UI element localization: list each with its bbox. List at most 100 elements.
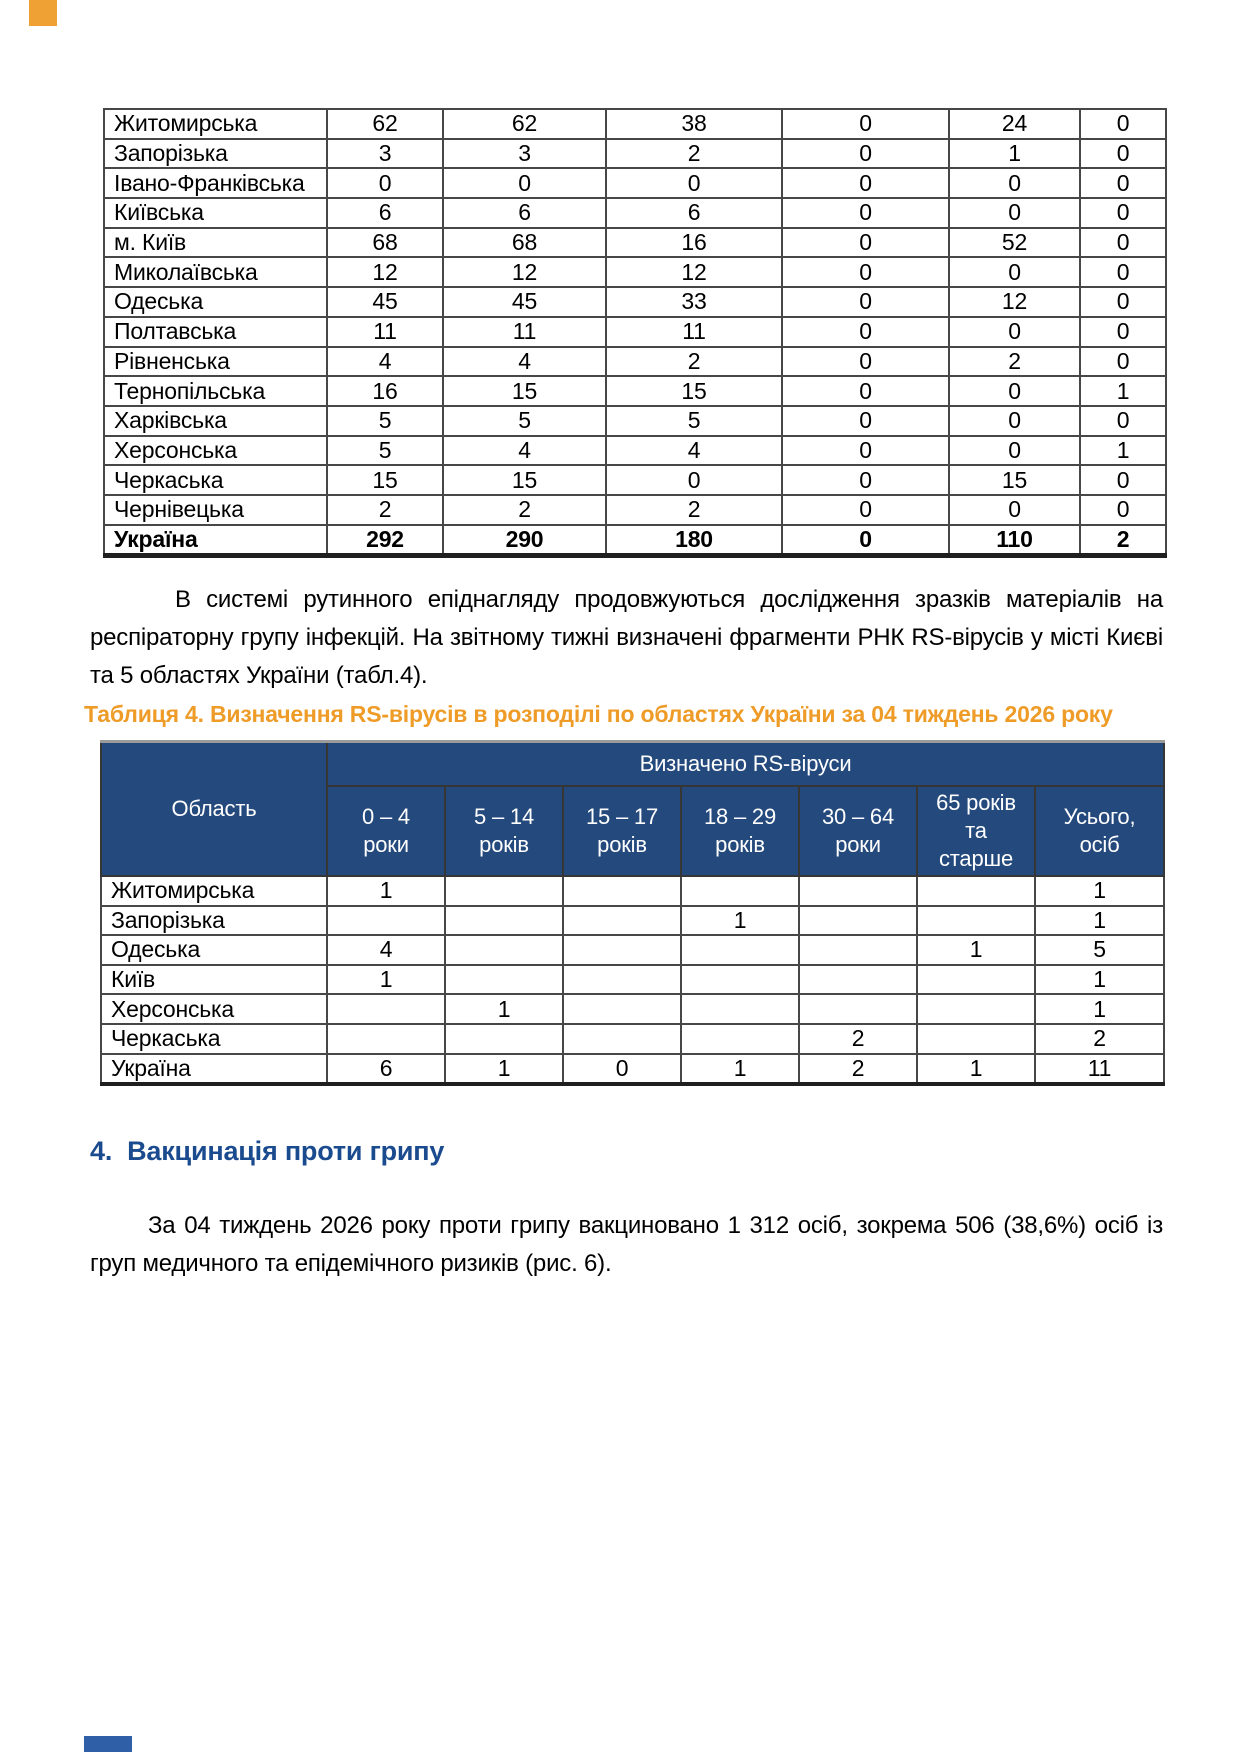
value-cell: 0 (605, 167, 783, 200)
table-row: Одеська 4 1 5 (100, 934, 1166, 966)
value-cell: 2 (326, 493, 444, 526)
value-cell: 11 (442, 315, 607, 348)
table4-age-group-header: 18 – 29 років (680, 785, 800, 877)
value-cell (562, 904, 682, 937)
value-cell: 0 (1079, 493, 1167, 526)
value-cell: 0 (326, 167, 444, 200)
value-cell: 3 (442, 137, 607, 170)
value-cell: 0 (781, 167, 950, 200)
value-cell: 110 (948, 523, 1081, 559)
table-row: Полтавська 11 11 11 0 0 0 (103, 315, 1167, 348)
value-cell: 1 (444, 993, 564, 1025)
value-cell: 45 (442, 286, 607, 318)
region-cell: Одеська (100, 934, 328, 966)
value-cell (798, 875, 918, 907)
region-cell: Тернопільська (103, 375, 328, 407)
value-cell: 0 (948, 197, 1081, 229)
table-row: Рівненська 4 4 2 0 2 0 (103, 345, 1167, 378)
value-cell: 0 (1079, 464, 1167, 496)
value-cell (680, 1022, 800, 1055)
value-cell: 1 (444, 1052, 564, 1087)
value-cell: 6 (326, 1052, 446, 1087)
value-cell: 15 (442, 464, 607, 496)
value-cell: 0 (781, 523, 950, 559)
value-cell: 0 (948, 434, 1081, 467)
table-row: Україна 292 290 180 0 110 2 (103, 523, 1167, 559)
table4-title: Таблиця 4. Визначення RS-вірусів в розпо… (84, 701, 1113, 727)
region-cell: Рівненська (103, 345, 328, 378)
value-cell: 0 (781, 375, 950, 407)
value-cell: 2 (798, 1022, 918, 1055)
value-cell (916, 993, 1036, 1025)
table4-header-group: Визначено RS-віруси (325, 740, 1166, 787)
value-cell: 45 (326, 286, 444, 318)
value-cell: 0 (1079, 315, 1167, 348)
value-cell (444, 963, 564, 996)
value-cell: 0 (781, 137, 950, 170)
table-row: Івано-Франківська 0 0 0 0 0 0 (103, 167, 1167, 200)
value-cell (916, 875, 1036, 907)
value-cell: 0 (948, 315, 1081, 348)
region-cell: м. Київ (103, 226, 328, 259)
region-cell: Полтавська (103, 315, 328, 348)
rs-virus-by-age-table: Область Визначено RS-віруси 0 – 4 роки 5 … (100, 740, 1166, 1087)
table4-body: Житомирська 1 1 Запорізька 1 1 Одеська 4 1 5 Київ 1… (100, 875, 1166, 1087)
region-cell: Одеська (103, 286, 328, 318)
value-cell: 16 (326, 375, 444, 407)
table-row: Херсонська 1 1 (100, 993, 1166, 1025)
value-cell: 2 (605, 493, 783, 526)
region-cell: Запорізька (103, 137, 328, 170)
value-cell: 5 (326, 404, 444, 437)
value-cell (680, 963, 800, 996)
value-cell: 0 (781, 404, 950, 437)
value-cell: 2 (605, 345, 783, 378)
table4-header: Область Визначено RS-віруси 0 – 4 роки 5 … (100, 740, 1166, 877)
value-cell: 38 (605, 108, 783, 140)
value-cell: 1 (1033, 875, 1166, 907)
value-cell: 15 (948, 464, 1081, 496)
region-cell: Херсонська (100, 993, 328, 1025)
region-cell: Запорізька (100, 904, 328, 937)
value-cell: 4 (326, 934, 446, 966)
table4-age-group-header: 65 років та старше (916, 785, 1036, 877)
value-cell: 0 (1079, 345, 1167, 378)
value-cell: 0 (1079, 226, 1167, 259)
value-cell: 1 (1079, 434, 1167, 467)
table4-age-group-header: 0 – 4 роки (326, 785, 446, 877)
value-cell: 3 (326, 137, 444, 170)
table-row: Черкаська 2 2 (100, 1022, 1166, 1055)
table-row: Запорізька 3 3 2 0 1 0 (103, 137, 1167, 170)
region-cell: Чернівецька (103, 493, 328, 526)
value-cell: 52 (948, 226, 1081, 259)
section-title: Вакцинація проти грипу (127, 1136, 445, 1166)
value-cell: 4 (442, 345, 607, 378)
value-cell: 62 (442, 108, 607, 140)
value-cell: 290 (442, 523, 607, 559)
value-cell: 0 (948, 167, 1081, 200)
value-cell: 15 (605, 375, 783, 407)
value-cell: 2 (798, 1052, 918, 1087)
value-cell: 1 (1033, 904, 1166, 937)
value-cell (444, 875, 564, 907)
regions-respiratory-samples-table: Житомирська 62 62 38 0 24 0 Запорізька 3 3 2 0 1 0 Іва… (103, 108, 1167, 559)
value-cell: 0 (781, 345, 950, 378)
region-cell: Черкаська (103, 464, 328, 496)
value-cell: 0 (1079, 256, 1167, 289)
table-row: Житомирська 1 1 (100, 875, 1166, 907)
value-cell: 5 (326, 434, 444, 467)
value-cell: 6 (442, 197, 607, 229)
value-cell: 68 (326, 226, 444, 259)
value-cell (680, 875, 800, 907)
bottom-left-annotation-mark (84, 1736, 132, 1752)
value-cell: 15 (326, 464, 444, 496)
value-cell: 12 (948, 286, 1081, 318)
region-cell: Житомирська (100, 875, 328, 907)
value-cell (444, 1022, 564, 1055)
value-cell (798, 904, 918, 937)
table4-age-group-header: 15 – 17 років (562, 785, 682, 877)
region-cell: Житомирська (103, 108, 328, 140)
value-cell: 0 (781, 286, 950, 318)
value-cell (916, 963, 1036, 996)
value-cell (562, 1022, 682, 1055)
table-row: м. Київ 68 68 16 0 52 0 (103, 226, 1167, 259)
